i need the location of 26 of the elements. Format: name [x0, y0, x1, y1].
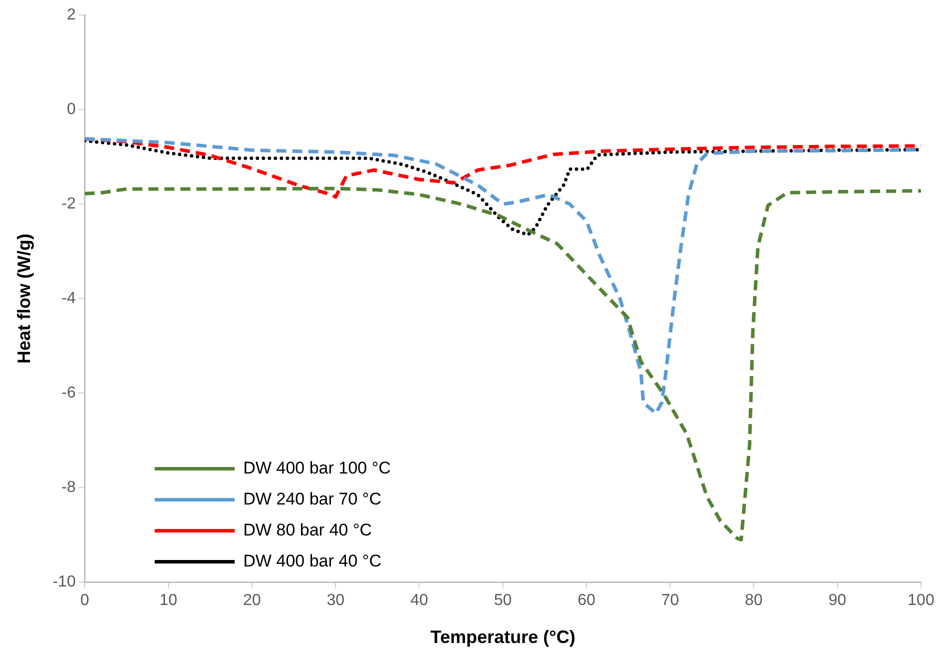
y-tick-label: 0: [66, 100, 76, 118]
line-series: [84, 138, 921, 237]
x-tick-label: 0: [80, 592, 90, 610]
y-tick-label: -2: [61, 195, 76, 212]
x-tick-label: 20: [243, 592, 261, 610]
x-tick-label: 60: [578, 592, 596, 610]
y-tick-label: -8: [61, 479, 76, 496]
x-tick-label: 70: [661, 592, 680, 610]
y-tick-label: -4: [61, 290, 76, 308]
x-tick-label: 10: [159, 592, 178, 610]
y-tick-label: -10: [52, 574, 76, 591]
x-tick-label: 50: [494, 592, 512, 610]
x-tick-label: 100: [908, 592, 934, 610]
x-tick-label: 30: [326, 592, 345, 610]
x-tick-label: 40: [410, 592, 428, 610]
y-tick-label: 2: [66, 6, 76, 24]
x-tick-label: 80: [744, 592, 763, 610]
legend-label: DW 240 bar 70 °C: [243, 489, 382, 508]
x-axis-title: Temperature (°C): [430, 627, 576, 648]
legend-label: DW 400 bar 40 °C: [243, 551, 382, 570]
y-tick-label: -6: [61, 384, 76, 402]
legend-label: DW 80 bar 40 °C: [243, 520, 372, 540]
line-series: [84, 186, 921, 542]
x-tick-label: 90: [828, 592, 846, 610]
y-axis-title: Heat flow (W/g): [14, 234, 34, 364]
legend-label: DW 400 bar 100 °C: [243, 458, 391, 478]
